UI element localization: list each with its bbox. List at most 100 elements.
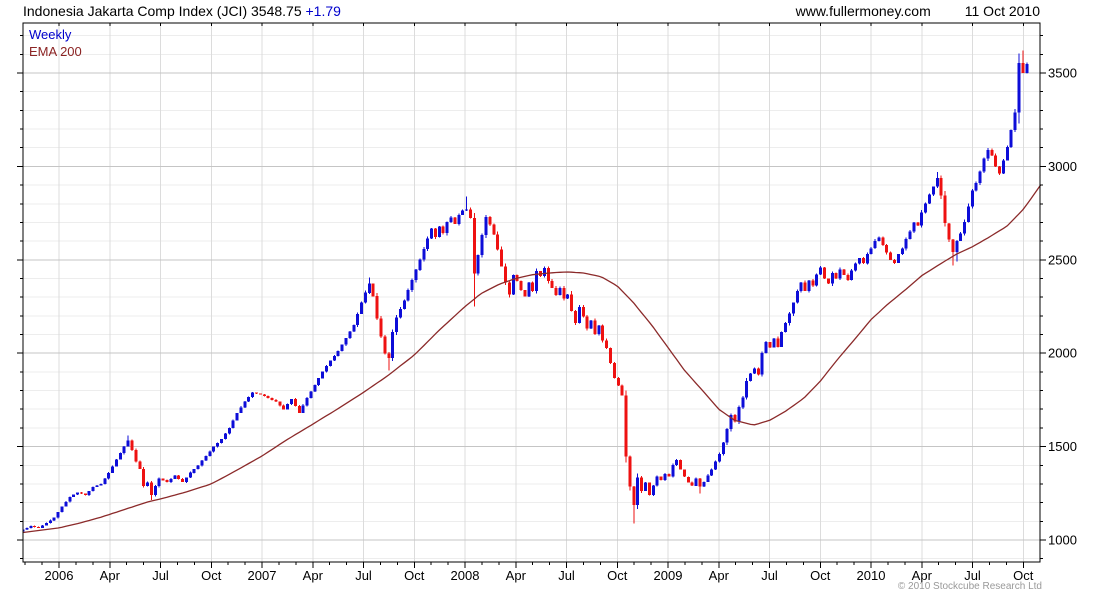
candle-body bbox=[959, 233, 963, 241]
candle-body bbox=[768, 342, 772, 348]
candle-body bbox=[25, 527, 29, 530]
candle-body bbox=[632, 486, 636, 506]
candle-body bbox=[321, 371, 325, 379]
candle-body bbox=[951, 239, 955, 253]
y-axis-labels: 1000 1500 2000 2500 3000 3500 bbox=[1048, 66, 1077, 548]
candle-body bbox=[531, 282, 535, 291]
candle-body bbox=[963, 221, 966, 234]
candle-body bbox=[258, 393, 262, 395]
y-axis-label: 1500 bbox=[1048, 439, 1077, 454]
candle-body bbox=[772, 338, 776, 348]
candle-body bbox=[990, 149, 994, 156]
x-axis-label: 2010 bbox=[857, 568, 886, 583]
candle-body bbox=[76, 492, 79, 495]
candle-body bbox=[188, 472, 192, 478]
candle-body bbox=[535, 271, 539, 291]
candle-body bbox=[1005, 147, 1009, 161]
x-axis-label: Apr bbox=[303, 568, 324, 583]
candle-body bbox=[305, 398, 309, 406]
candle-body bbox=[126, 440, 130, 447]
candle-body bbox=[157, 478, 161, 487]
candle-body bbox=[181, 478, 185, 482]
candle-body bbox=[95, 485, 99, 487]
candle-body bbox=[636, 477, 640, 506]
candles bbox=[23, 50, 1029, 533]
candle-body bbox=[904, 239, 908, 249]
candle-body bbox=[974, 183, 978, 191]
candle-body bbox=[313, 384, 317, 392]
candle-body bbox=[616, 377, 620, 386]
candle-body bbox=[103, 478, 107, 484]
header-right: www.fullermoney.com 11 Oct 2010 bbox=[796, 3, 1040, 19]
candle-body bbox=[519, 280, 523, 291]
candle-body bbox=[262, 394, 266, 397]
candle-body bbox=[780, 332, 784, 347]
candle-body bbox=[118, 453, 122, 460]
candle-body bbox=[612, 363, 616, 378]
candle-body bbox=[850, 270, 854, 280]
chart-date: 11 Oct 2010 bbox=[964, 3, 1040, 19]
axis-ticks bbox=[17, 23, 1046, 568]
x-axis-label: 2007 bbox=[248, 568, 277, 583]
candle-body bbox=[889, 252, 893, 260]
candle-body bbox=[111, 466, 114, 473]
candle-body bbox=[745, 381, 749, 398]
candle-body bbox=[842, 269, 846, 275]
candle-body bbox=[760, 353, 764, 375]
candle-body bbox=[1009, 130, 1013, 148]
candle-body bbox=[60, 506, 64, 512]
candle-body bbox=[185, 477, 188, 482]
candle-body bbox=[686, 476, 690, 483]
candle-body bbox=[492, 224, 496, 235]
ema-200-line bbox=[23, 184, 1042, 534]
candle-body bbox=[784, 323, 788, 333]
candle-body bbox=[177, 475, 181, 479]
candle-body bbox=[418, 259, 422, 270]
candle-body bbox=[694, 478, 698, 486]
candle-body bbox=[297, 406, 301, 413]
candle-body bbox=[68, 497, 72, 502]
candle-body bbox=[998, 166, 1002, 174]
candle-body bbox=[823, 267, 826, 279]
candle-body bbox=[79, 492, 83, 494]
candle-body bbox=[807, 280, 811, 291]
candle-body bbox=[819, 267, 823, 275]
candle-body bbox=[749, 373, 753, 381]
candle-body bbox=[1021, 62, 1025, 73]
candle-body bbox=[605, 340, 609, 349]
candle-body bbox=[449, 217, 453, 223]
candle-body bbox=[764, 342, 768, 353]
candle-body bbox=[488, 217, 492, 225]
candle-body bbox=[406, 290, 410, 301]
candle-body bbox=[130, 440, 134, 451]
x-axis-label: Jul bbox=[964, 568, 981, 583]
candle-body bbox=[107, 472, 111, 479]
candle-body bbox=[955, 240, 959, 253]
candle-body bbox=[546, 268, 550, 281]
candle-body bbox=[966, 206, 970, 222]
y-axis-label: 2500 bbox=[1048, 252, 1077, 267]
candle-body bbox=[437, 226, 441, 238]
candle-body bbox=[398, 308, 402, 318]
candle-body bbox=[52, 517, 56, 521]
candle-body bbox=[476, 254, 480, 274]
candle-body bbox=[387, 353, 391, 359]
candle-body bbox=[383, 336, 387, 354]
candle-body bbox=[566, 294, 570, 299]
candle-body bbox=[165, 480, 169, 483]
candle-body bbox=[881, 237, 885, 245]
candle-body bbox=[309, 391, 313, 398]
y-axis-label: 2000 bbox=[1048, 346, 1077, 361]
candle-body bbox=[44, 523, 48, 526]
candle-body bbox=[1025, 63, 1029, 73]
candle-body bbox=[220, 439, 223, 443]
candle-body bbox=[838, 269, 842, 279]
candle-body bbox=[978, 171, 982, 183]
candle-body bbox=[83, 493, 87, 496]
candle-body bbox=[150, 482, 153, 495]
candle-body bbox=[356, 313, 360, 326]
candle-body bbox=[410, 280, 414, 291]
candle-body bbox=[970, 190, 974, 207]
candle-body bbox=[858, 258, 861, 264]
